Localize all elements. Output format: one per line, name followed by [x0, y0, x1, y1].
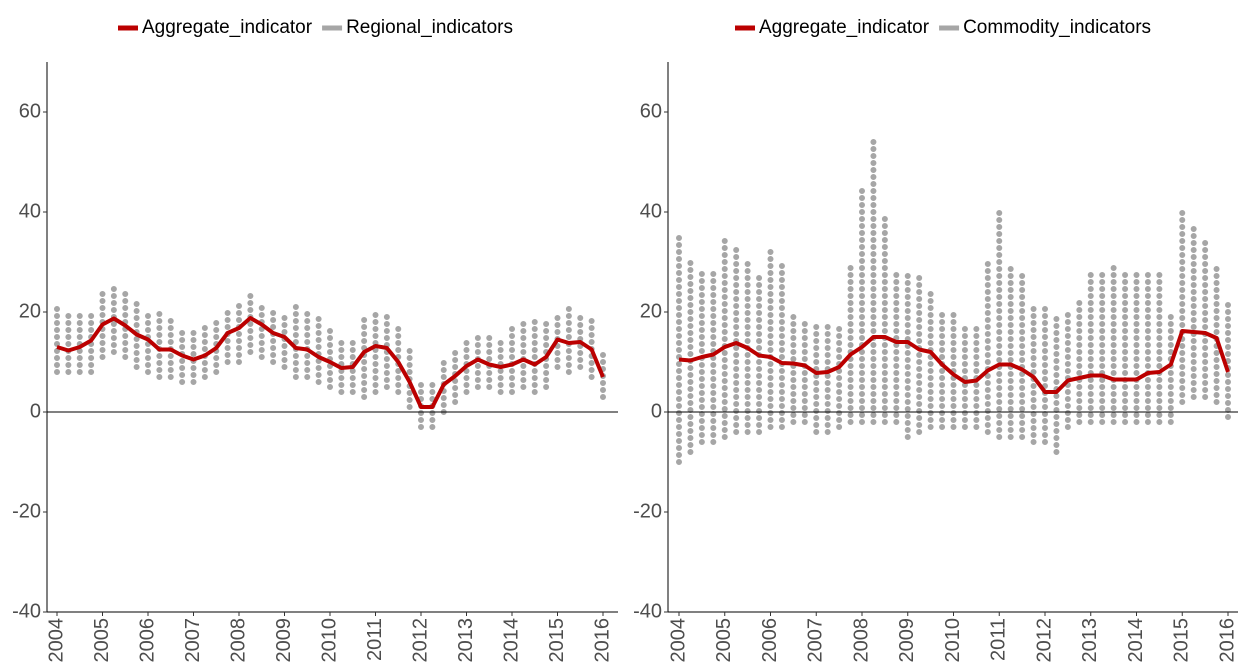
x-tick-label: 2013 [455, 618, 477, 663]
x-tick-label: 2005 [713, 618, 735, 663]
y-tick-label: 60 [640, 100, 662, 122]
y-tick-label: -40 [12, 600, 41, 622]
y-tick-label: 0 [30, 400, 41, 422]
x-tick-label: 2004 [45, 618, 67, 663]
x-tick-label: 2012 [409, 618, 431, 663]
legend-label: Commodity_indicators [963, 17, 1151, 38]
legend-label: Aggregate_indicator [142, 17, 313, 38]
x-tick-label: 2004 [667, 618, 689, 663]
x-tick-label: 2009 [896, 618, 918, 663]
y-tick-label: -40 [633, 600, 662, 622]
x-tick-label: 2013 [1079, 618, 1101, 663]
x-tick-label: 2015 [546, 618, 568, 663]
y-tick-label: 0 [651, 400, 662, 422]
aggregate-line [678, 329, 1230, 394]
x-tick-label: 2011 [364, 618, 386, 661]
y-tick-label: -20 [633, 500, 662, 522]
x-tick-label: 2005 [91, 618, 113, 663]
x-tick-label: 2016 [1216, 618, 1238, 663]
x-tick-label: 2007 [805, 618, 827, 663]
x-tick-label: 2007 [182, 618, 204, 663]
x-tick-label: 2006 [759, 618, 781, 663]
x-tick-label: 2011 [988, 618, 1010, 661]
y-tick-label: 20 [19, 300, 41, 322]
y-tick-label: 40 [640, 200, 662, 222]
y-tick-label: 20 [640, 300, 662, 322]
x-tick-label: 2012 [1033, 618, 1055, 663]
x-tick-label: 2010 [318, 618, 340, 663]
x-tick-label: 2008 [227, 618, 249, 663]
legend-label: Aggregate_indicator [759, 17, 930, 38]
x-tick-label: 2008 [850, 618, 872, 663]
x-tick-label: 2010 [942, 618, 964, 663]
legend-label: Regional_indicators [346, 17, 513, 38]
y-tick-label: -20 [12, 500, 41, 522]
x-tick-label: 2016 [591, 618, 613, 663]
x-tick-label: 2014 [500, 618, 522, 663]
aggregate-line [56, 316, 605, 409]
x-tick-label: 2006 [136, 618, 158, 663]
y-tick-label: 40 [19, 200, 41, 222]
x-tick-label: 2015 [1171, 618, 1193, 663]
y-tick-label: 60 [19, 100, 41, 122]
x-tick-label: 2009 [273, 618, 295, 663]
x-tick-label: 2014 [1125, 618, 1147, 663]
